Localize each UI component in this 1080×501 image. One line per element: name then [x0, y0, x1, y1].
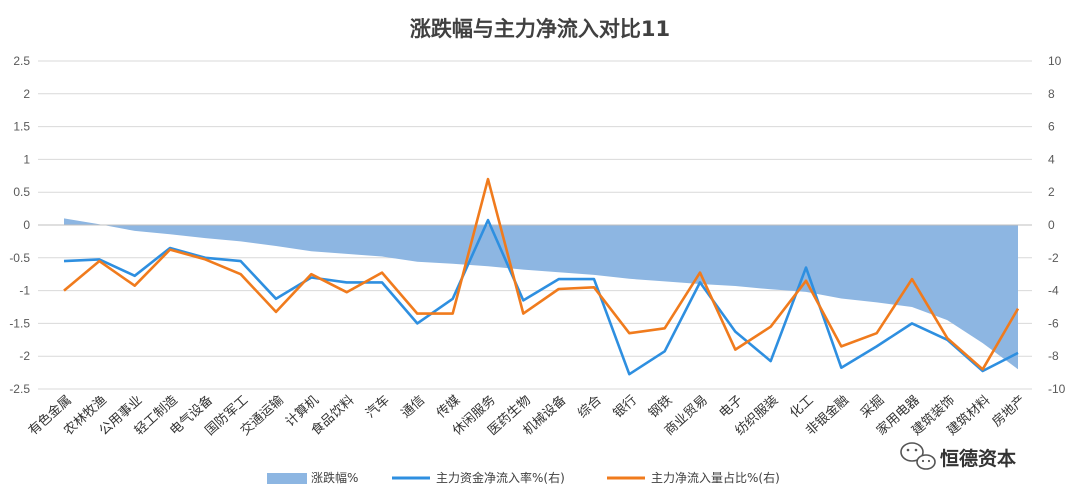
right-tick-label: -2 — [1048, 251, 1059, 265]
legend: 涨跌幅% 主力资金净流入率%(右) 主力净流入量占比%(右) — [267, 470, 780, 485]
category-label: 电子 — [717, 393, 746, 422]
category-label: 综合 — [575, 393, 604, 422]
legend-label: 主力净流入量占比%(右) — [651, 470, 780, 485]
right-tick-label: 4 — [1048, 152, 1055, 166]
left-tick-label: 2.5 — [13, 54, 30, 68]
left-tick-label: 0 — [23, 218, 30, 232]
right-tick-label: 6 — [1048, 120, 1055, 134]
legend-label: 涨跌幅% — [311, 470, 358, 485]
left-tick-label: -2.5 — [9, 382, 30, 396]
left-tick-label: -1.5 — [9, 316, 30, 330]
left-tick-label: -0.5 — [9, 251, 30, 265]
left-tick-label: -1 — [19, 284, 30, 298]
left-axis-ticks: 2.5 2 1.5 1 0.5 0 -0.5 -1 -1.5 -2 -2.5 — [9, 54, 30, 396]
left-tick-label: -2 — [19, 349, 30, 363]
right-tick-label: 10 — [1048, 54, 1062, 68]
category-label: 银行 — [611, 393, 640, 422]
wechat-icon — [900, 442, 936, 470]
category-label: 钢铁 — [646, 393, 675, 422]
right-tick-label: 8 — [1048, 87, 1055, 101]
right-tick-label: 2 — [1048, 185, 1055, 199]
chart-title: 涨跌幅与主力净流入对比11 — [410, 17, 670, 41]
right-tick-label: -4 — [1048, 284, 1059, 298]
left-tick-label: 2 — [23, 87, 30, 101]
line-series-2 — [63, 177, 1020, 371]
category-label: 通信 — [399, 393, 428, 422]
watermark: 恒德资本 — [900, 442, 1016, 470]
category-label: 汽车 — [363, 392, 393, 421]
left-tick-label: 1 — [23, 152, 30, 166]
category-labels: 有色金属农林牧渔公用事业轻工制造电气设备国防军工交通运输计算机食品饮料 汽车 通信传… — [25, 392, 1028, 439]
line-layer — [63, 177, 1020, 376]
category-label: 采掘 — [858, 393, 887, 422]
right-tick-label: -10 — [1048, 382, 1066, 396]
left-tick-label: 1.5 — [13, 120, 30, 134]
legend-swatch-area — [267, 473, 307, 484]
area-series-涨跌幅 — [64, 218, 1018, 370]
legend-label: 主力资金净流入率%(右) — [436, 470, 565, 485]
watermark-text: 恒德资本 — [940, 447, 1016, 470]
left-tick-label: 0.5 — [13, 185, 30, 199]
right-tick-label: -8 — [1048, 349, 1059, 363]
right-tick-label: 0 — [1048, 218, 1055, 232]
line-series-1 — [63, 218, 1019, 376]
category-label: 化工 — [787, 393, 816, 422]
category-label: 房地产 — [989, 392, 1029, 430]
right-tick-label: -6 — [1048, 316, 1059, 330]
category-label: 传媒 — [434, 393, 463, 422]
area-layer — [64, 218, 1018, 370]
right-axis-ticks: 10 8 6 4 2 0 -2 -4 -6 -8 -10 — [1048, 54, 1066, 396]
